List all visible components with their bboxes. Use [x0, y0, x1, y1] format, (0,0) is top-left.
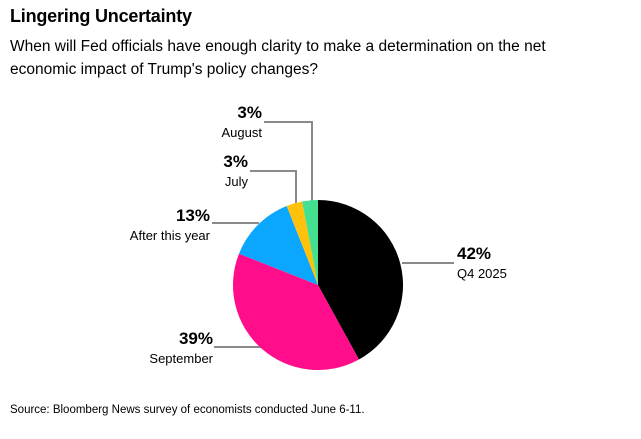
pie-slice-after-this-year: [238, 205, 318, 285]
callout-q4-2025-label: Q4 2025: [457, 266, 507, 281]
callout-september-percent: 39%: [178, 329, 213, 348]
leader-line-august-vertical: [311, 121, 313, 201]
chart-subtitle-line-1: When will Fed officials have enough clar…: [10, 38, 546, 55]
leader-line-august-horizontal: [264, 121, 313, 123]
callout-after-this-year-percent: 13%: [175, 206, 210, 225]
callout-after-this-year-label: After this year: [129, 228, 210, 243]
callout-september: 39% September: [149, 329, 213, 366]
callout-july: 3% July: [223, 152, 248, 189]
pie-slice-august: [302, 200, 318, 285]
callout-august: 3% August: [222, 103, 262, 140]
callout-july-percent: 3%: [223, 152, 248, 171]
source-note: Source: Bloomberg News survey of economi…: [10, 404, 365, 416]
leader-line-after-this-year: [212, 222, 259, 224]
chart-title: Lingering Uncertainty: [10, 6, 192, 26]
callout-august-percent: 3%: [237, 103, 262, 122]
callout-q4-2025-percent: 42%: [457, 244, 492, 263]
callout-after-this-year: 13% After this year: [130, 206, 210, 243]
pie-slice-july: [286, 201, 318, 285]
chart-subtitle-line-2: economic impact of Trump's policy change…: [10, 61, 318, 78]
callout-september-label: September: [149, 351, 213, 366]
pie-chart: [233, 200, 403, 370]
callout-august-label: August: [221, 125, 262, 140]
callout-july-label: July: [224, 174, 248, 189]
chart-subtitle: When will Fed officials have enough clar…: [10, 35, 546, 81]
leader-line-september: [214, 346, 262, 348]
leader-line-q4-2025: [402, 262, 454, 264]
leader-line-july-vertical: [295, 170, 297, 204]
leader-line-july-horizontal: [250, 170, 297, 172]
pie-slice-september: [233, 253, 359, 370]
callout-q4-2025: 42% Q4 2025: [457, 244, 507, 281]
pie-slice-q4-2025: [318, 200, 403, 360]
